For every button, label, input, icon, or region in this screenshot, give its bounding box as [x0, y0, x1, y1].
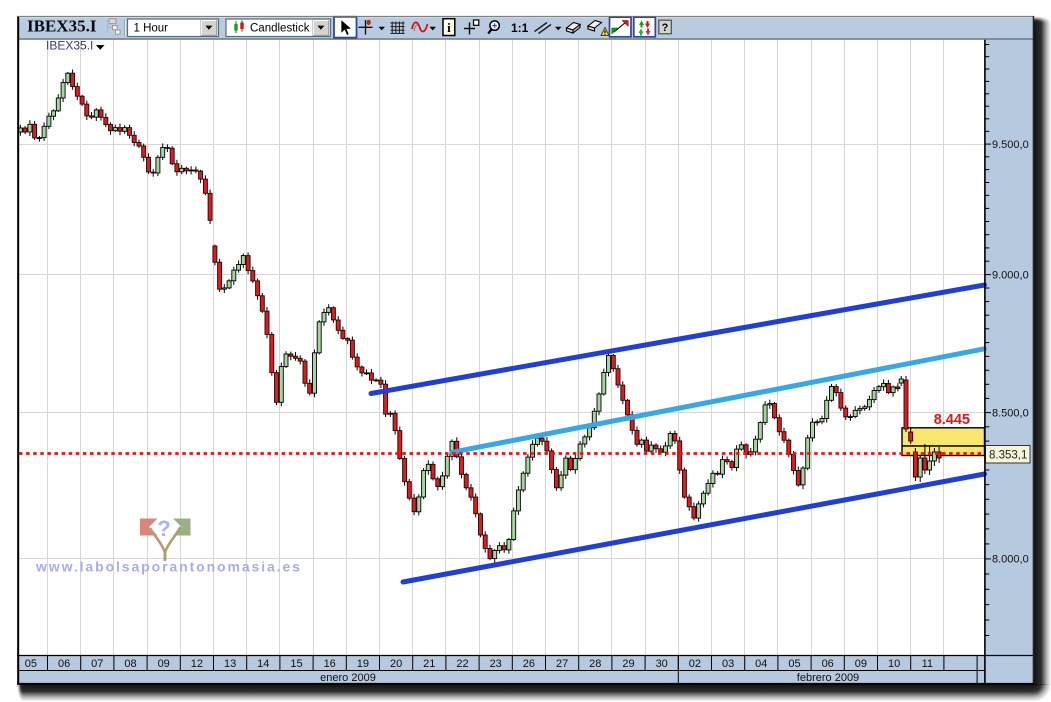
svg-text:02: 02 — [689, 658, 701, 670]
svg-text:febrero 2009: febrero 2009 — [797, 672, 859, 684]
svg-text:8.353,1: 8.353,1 — [989, 450, 1027, 462]
svg-text:26: 26 — [523, 658, 535, 670]
svg-text:06: 06 — [822, 658, 834, 670]
svg-text:11: 11 — [922, 658, 933, 670]
svg-text:8.000,0: 8.000,0 — [992, 554, 1029, 566]
svg-text:IBEX35.I: IBEX35.I — [46, 39, 93, 53]
svg-text:30: 30 — [656, 658, 668, 670]
svg-text:?: ? — [157, 516, 170, 541]
svg-text:1 Hour: 1 Hour — [134, 23, 169, 35]
svg-text:06: 06 — [58, 658, 70, 670]
svg-text:09: 09 — [158, 658, 170, 670]
svg-text:9.500,0: 9.500,0 — [992, 139, 1029, 151]
svg-text:9.000,0: 9.000,0 — [992, 269, 1029, 281]
svg-text:27: 27 — [556, 658, 568, 670]
svg-text:04: 04 — [755, 658, 767, 670]
svg-text:28: 28 — [589, 658, 601, 670]
svg-text:12: 12 — [191, 658, 203, 670]
svg-text:05: 05 — [788, 658, 800, 670]
svg-text:i: i — [447, 20, 451, 35]
svg-text:07: 07 — [91, 658, 103, 670]
svg-text:23: 23 — [490, 658, 502, 670]
svg-text:1:1: 1:1 — [511, 21, 529, 35]
svg-text:?: ? — [662, 22, 669, 34]
svg-text:16: 16 — [324, 658, 336, 670]
svg-text:www.labolsaporantonomasia.es: www.labolsaporantonomasia.es — [35, 559, 302, 575]
svg-text:13: 13 — [224, 658, 236, 670]
svg-text:15: 15 — [290, 658, 302, 670]
svg-text:22: 22 — [456, 658, 468, 670]
svg-text:8.445: 8.445 — [934, 412, 970, 428]
svg-text:Candlestick: Candlestick — [250, 23, 310, 35]
svg-text:enero 2009: enero 2009 — [320, 672, 376, 684]
svg-text:8.500,0: 8.500,0 — [992, 407, 1029, 419]
svg-text:05: 05 — [25, 658, 37, 670]
svg-text:08: 08 — [124, 658, 136, 670]
svg-text:21: 21 — [423, 658, 435, 670]
svg-text:29: 29 — [622, 658, 634, 670]
svg-text:14: 14 — [257, 658, 269, 670]
svg-text:03: 03 — [722, 658, 734, 670]
svg-text:10: 10 — [888, 658, 900, 670]
svg-text:19: 19 — [357, 658, 369, 670]
svg-text:20: 20 — [390, 658, 402, 670]
svg-text:09: 09 — [855, 658, 867, 670]
svg-text:IBEX35.I: IBEX35.I — [27, 17, 97, 36]
